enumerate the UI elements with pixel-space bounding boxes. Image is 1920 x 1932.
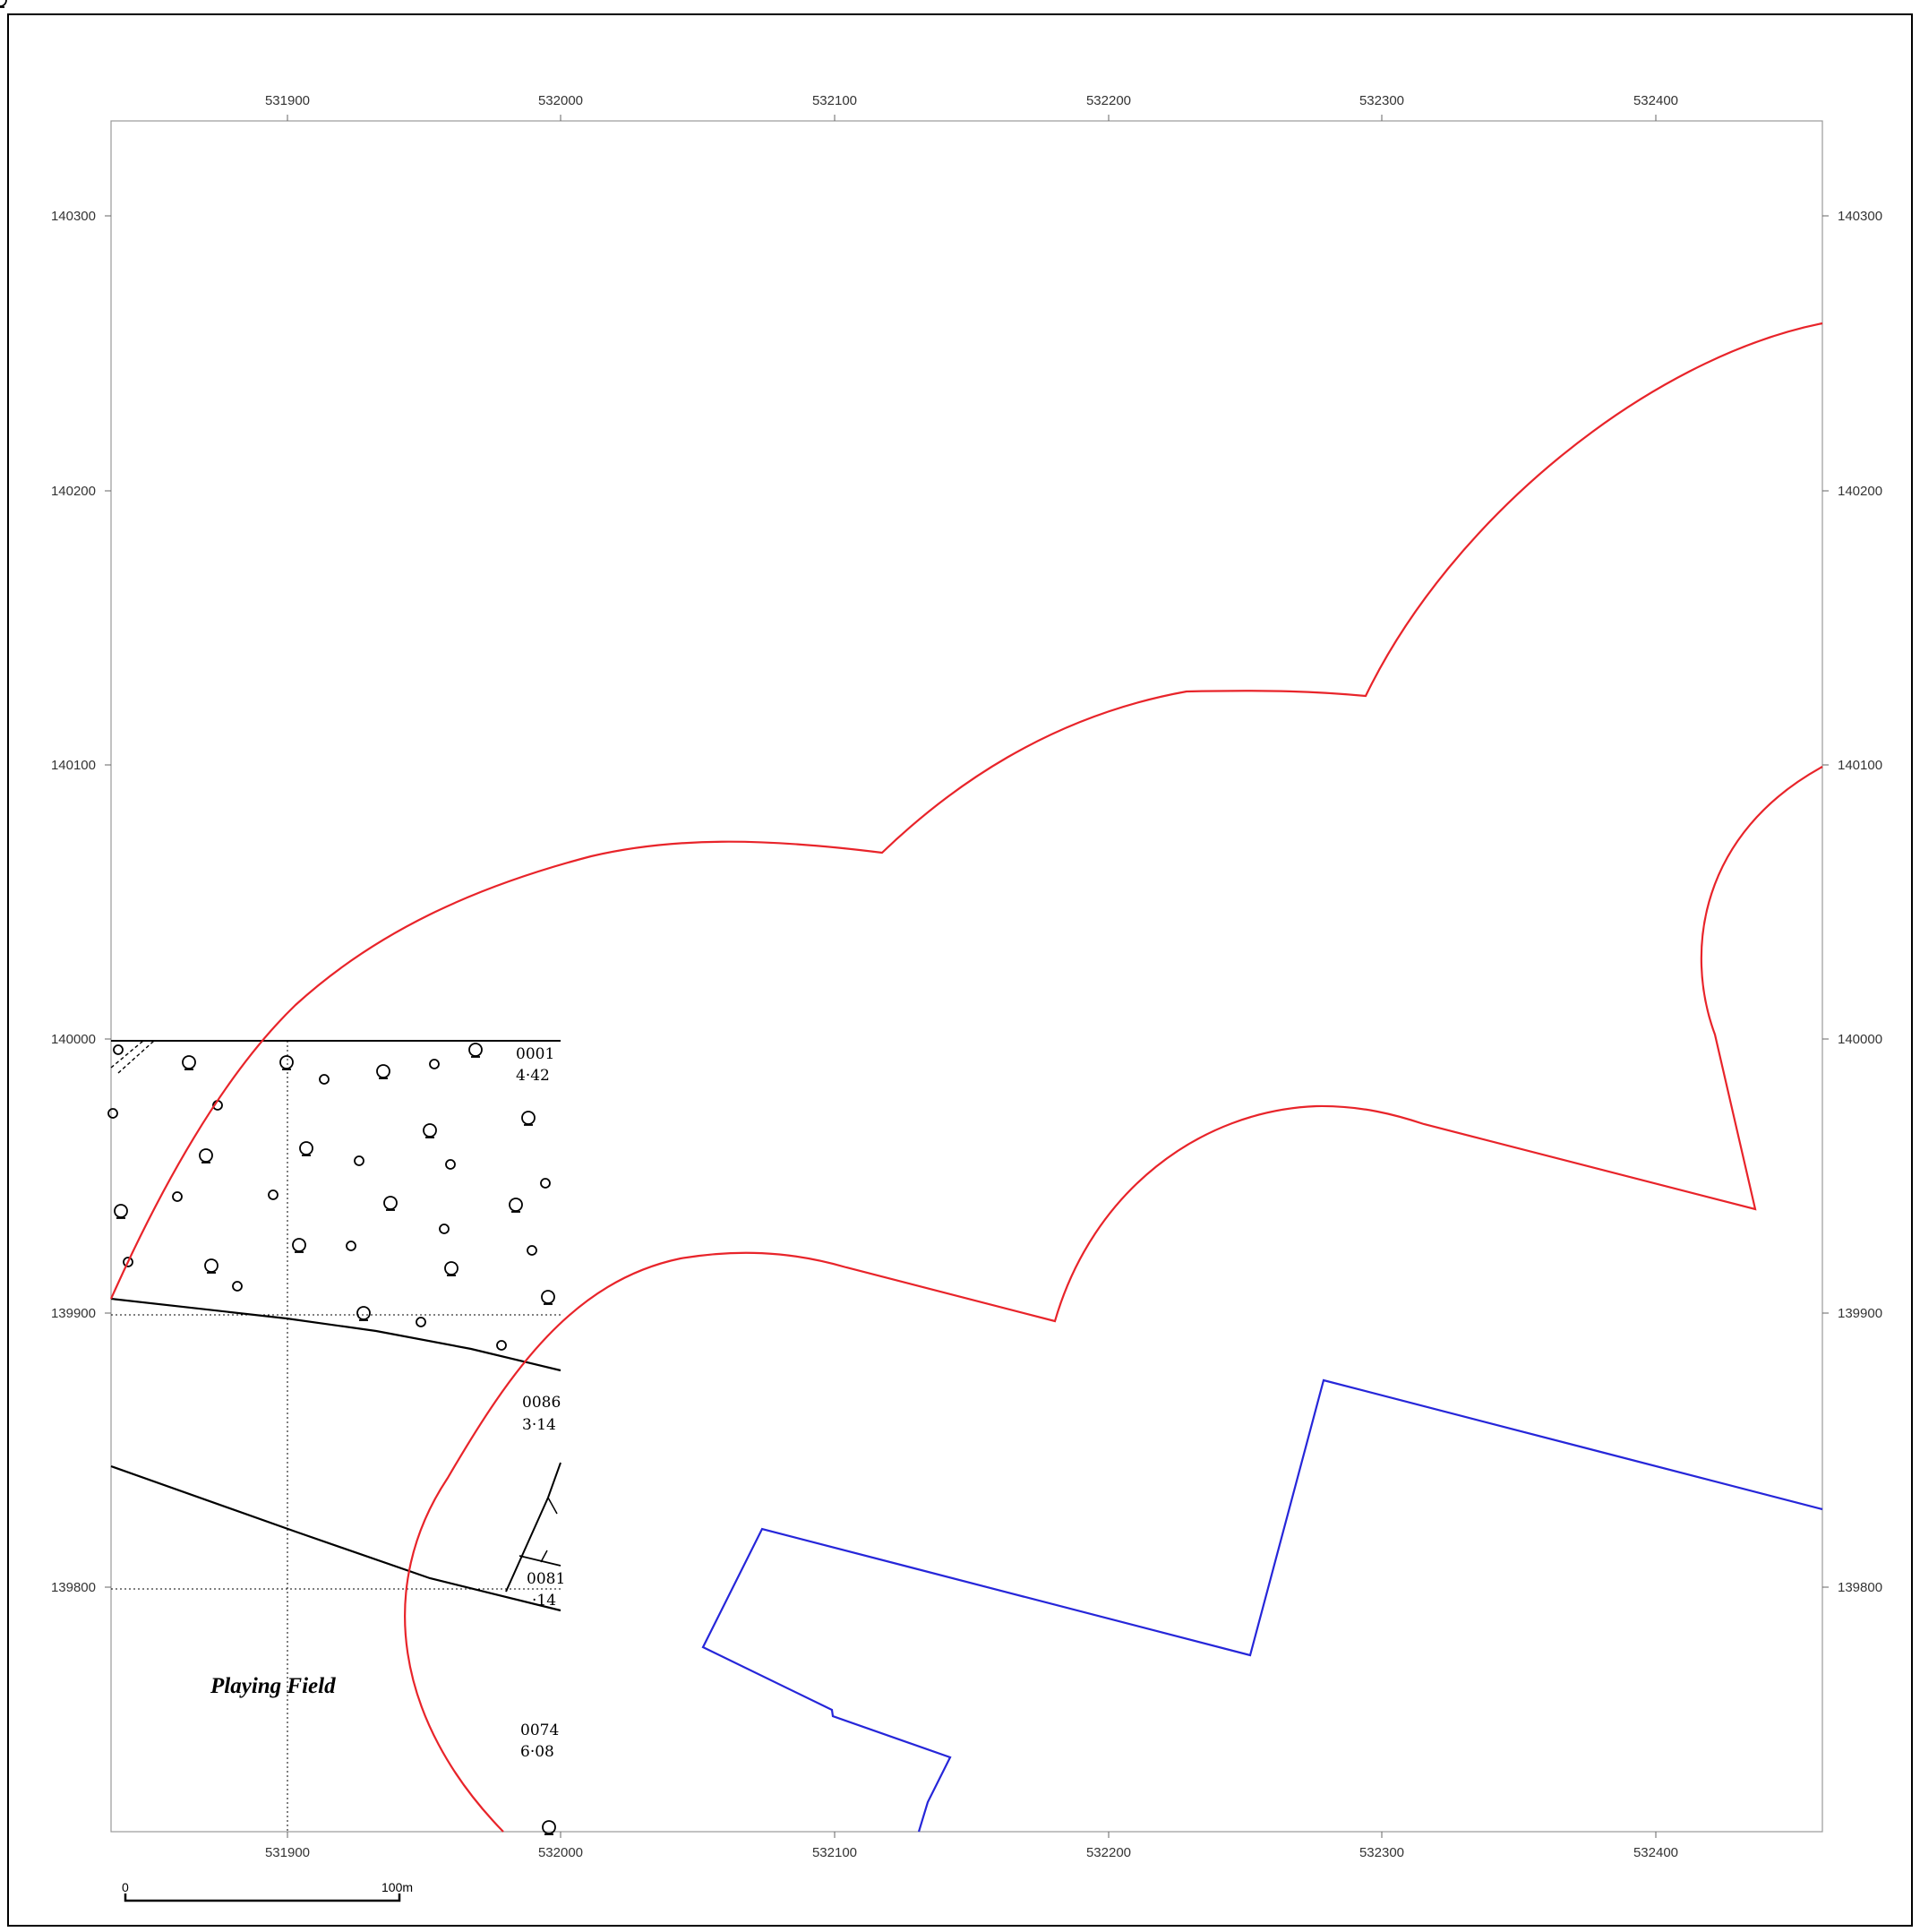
easting-label: 532300 [1359,1845,1404,1860]
northing-label: 140200 [51,484,96,499]
northing-label: 140000 [1838,1032,1882,1047]
parcel-number: 0074 [520,1722,559,1739]
field-boundary [110,1464,561,1612]
scale-start-label: 0 [122,1880,129,1894]
parcel-area: 3·14 [522,1416,556,1434]
base-map-excerpt: 0001 4·42 0086 3·14 0081 ·14 0074 6·08 P… [0,0,565,1835]
parcel-number: 0001 [516,1045,554,1063]
easting-label: 532000 [538,93,583,108]
place-label: Playing Field [210,1674,336,1698]
northing-label: 140200 [1838,484,1882,499]
easting-label: 532200 [1086,93,1131,108]
northings-right: 140300 140200 140100 140000 139900 13980… [1838,209,1882,1595]
eastings-top: 531900 532000 532100 532200 532300 53240… [265,93,1678,108]
easting-label: 532000 [538,1845,583,1860]
northing-label: 140100 [1838,758,1882,773]
easting-label: 532400 [1633,93,1678,108]
easting-label: 531900 [265,93,310,108]
scale-bar-line [124,1893,401,1902]
northing-label: 139800 [51,1580,96,1595]
parcel-area: ·14 [532,1592,556,1610]
eastings-bottom: 531900 532000 532100 532200 532300 53240… [265,1845,1678,1860]
easting-label: 531900 [265,1845,310,1860]
easting-label: 532300 [1359,93,1404,108]
field-boundary [519,1555,561,1567]
northings-left: 140300 140200 140100 140000 139900 13980… [51,209,96,1595]
scale-bar: 0 100m [122,1880,413,1902]
red-boundary-inner [404,766,1823,1833]
easting-label: 532100 [812,1845,857,1860]
map-frame [110,120,1823,1833]
northing-label: 140100 [51,758,96,773]
northing-label: 140300 [1838,209,1882,224]
frame-ticks [105,115,1829,1838]
red-boundary-outer [109,322,1823,1300]
easting-label: 532100 [812,93,857,108]
woodland-symbols [0,0,556,1835]
parcel-area: 4·42 [516,1067,550,1085]
parcel-number: 0086 [522,1394,561,1412]
field-boundary [547,1497,558,1515]
northing-label: 140300 [51,209,96,224]
parcel-area: 6·08 [520,1743,554,1761]
northing-label: 139800 [1838,1580,1882,1595]
outer-border [7,13,1913,1927]
track [117,1040,155,1074]
blue-boundary [701,1378,1823,1833]
scale-end-label: 100m [381,1880,413,1894]
easting-label: 532400 [1633,1845,1678,1860]
field-boundary [540,1550,548,1563]
easting-label: 532200 [1086,1845,1131,1860]
field-boundary [110,1297,561,1372]
track [110,1040,144,1069]
northing-label: 140000 [51,1032,96,1047]
parcel-number: 0081 [527,1570,565,1588]
northing-label: 139900 [1838,1306,1882,1321]
northing-label: 139900 [51,1306,96,1321]
